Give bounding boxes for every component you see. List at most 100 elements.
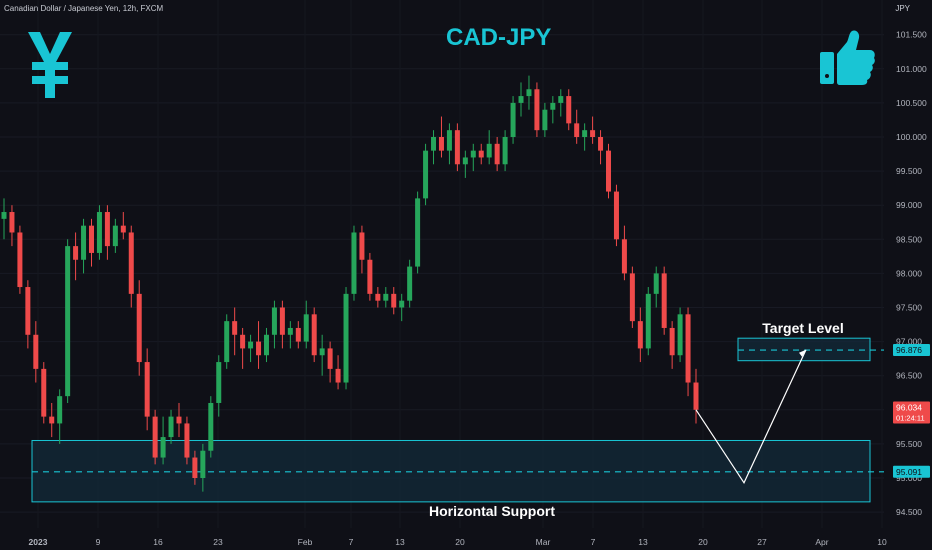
candle-body [104, 212, 110, 247]
current-price-badge-bg [893, 401, 930, 424]
y-tick-label: 98.000 [896, 268, 922, 278]
instrument-label: Canadian Dollar / Japanese Yen, 12h, FXC… [4, 4, 164, 13]
candle-body [96, 212, 102, 253]
candle-body [407, 266, 413, 301]
thumbs-up-icon [820, 30, 875, 86]
candle-body [1, 212, 7, 219]
candle [518, 82, 524, 117]
candle [629, 266, 635, 328]
x-tick-label: 23 [213, 537, 223, 547]
candle [462, 150, 468, 178]
candle-body [160, 437, 166, 458]
candle [1, 198, 7, 240]
x-tick-label: Apr [815, 537, 828, 547]
candle [566, 89, 572, 131]
zones-layer: Target Level Horizontal Support [31, 320, 884, 519]
y-tick-label: 94.500 [896, 507, 922, 517]
candle-body [88, 225, 94, 253]
projection-layer [695, 349, 807, 485]
candle [542, 102, 548, 137]
x-tick-label: 9 [96, 537, 101, 547]
x-tick-label: Feb [298, 537, 313, 547]
candle-body [574, 123, 580, 137]
candle-body [152, 416, 158, 458]
candle-body [510, 102, 516, 137]
y-tick-label: 100.000 [896, 132, 927, 142]
candle-body [391, 293, 397, 308]
y-tick-label: 101.000 [896, 64, 927, 74]
candle-body [590, 130, 596, 137]
y-tick-label: 98.500 [896, 234, 922, 244]
candle-body [112, 225, 118, 247]
candle-body [192, 457, 198, 478]
candle [399, 293, 405, 322]
candle-body [49, 416, 55, 424]
candle-body [216, 362, 222, 403]
candle-body [526, 89, 532, 97]
candle-body [208, 402, 214, 451]
candle-body [606, 150, 612, 192]
candle-body [176, 416, 182, 424]
candle [152, 409, 158, 465]
candle [9, 205, 15, 247]
candle-body [598, 137, 604, 151]
candle [256, 321, 262, 369]
candle-body [518, 96, 524, 103]
x-tick-label: 10 [877, 537, 887, 547]
candle-body [232, 321, 238, 335]
candle [319, 334, 325, 376]
support-zone [31, 439, 871, 503]
candle [120, 212, 126, 240]
candle-body [661, 273, 667, 328]
candle [359, 225, 365, 274]
candle [73, 232, 79, 281]
candle-body [73, 246, 79, 260]
candle-body [200, 450, 206, 478]
candle-body [383, 293, 389, 301]
x-tick-label: 7 [591, 537, 596, 547]
candle [208, 396, 214, 458]
candle-body [128, 232, 134, 294]
candle [248, 334, 254, 363]
candle [184, 416, 190, 465]
candle-body [184, 423, 190, 458]
yen-icon [28, 32, 72, 98]
candle [391, 287, 397, 315]
candle-body [470, 150, 476, 158]
candle [128, 225, 134, 308]
candle-body [431, 137, 437, 151]
x-tick-label: 16 [153, 537, 163, 547]
candle [486, 130, 492, 165]
candle-body [613, 191, 619, 240]
candle [415, 191, 421, 274]
candle-body [224, 321, 230, 363]
candle [311, 307, 317, 363]
y-tick-label: 99.000 [896, 200, 922, 210]
candle-body [582, 130, 588, 137]
candle [526, 75, 532, 110]
candle-body [271, 307, 277, 335]
x-tick-label: 13 [395, 537, 405, 547]
candle [287, 321, 293, 349]
candle [240, 327, 246, 369]
candle [510, 96, 516, 144]
candle [677, 307, 683, 363]
candle-body [462, 157, 468, 165]
candle-body [653, 273, 659, 294]
candle-body [144, 362, 150, 417]
target-level-label: Target Level [762, 320, 843, 336]
candle [144, 348, 150, 431]
x-tick-label: 20 [698, 537, 708, 547]
candle [263, 327, 269, 363]
candle-body [494, 143, 500, 165]
candle-body [81, 225, 87, 260]
candle [57, 389, 63, 444]
support-price-badge: 95.091 [896, 467, 922, 477]
projection-arrowhead [799, 349, 806, 357]
x-tick-label: Mar [536, 537, 551, 547]
candle-body [423, 150, 429, 199]
candle-body [693, 382, 699, 410]
candle [65, 239, 71, 403]
candle [33, 321, 39, 383]
